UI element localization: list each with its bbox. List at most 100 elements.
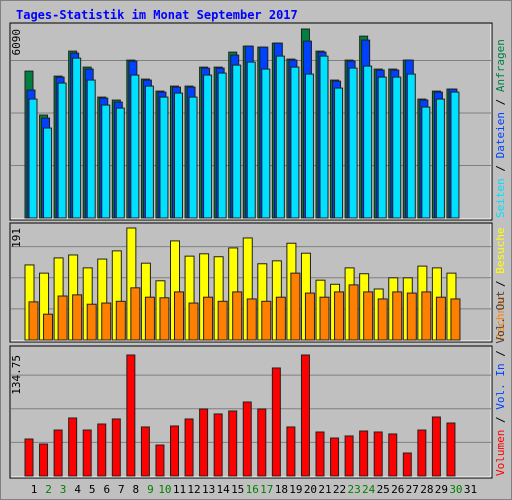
- legend-entry: Anfragen: [494, 39, 507, 92]
- bar: [275, 55, 285, 219]
- bar: [217, 72, 227, 219]
- y-tick-label: 6090: [10, 29, 23, 56]
- x-tick-label: 12: [187, 483, 200, 496]
- bar: [290, 272, 301, 341]
- x-tick-label: 21: [318, 483, 331, 496]
- x-tick-label: 14: [217, 483, 231, 496]
- bar: [130, 74, 140, 219]
- bar: [203, 296, 214, 341]
- x-tick-label: 30: [449, 483, 462, 496]
- bar: [170, 425, 179, 477]
- legend-separator: /: [494, 344, 507, 364]
- bar: [126, 354, 136, 477]
- bar: [348, 67, 358, 219]
- bar: [363, 291, 374, 341]
- bar: [406, 292, 417, 341]
- bar: [115, 107, 125, 219]
- x-tick-label: 25: [377, 483, 390, 496]
- bar: [275, 296, 286, 341]
- bar: [435, 296, 446, 341]
- bar: [174, 291, 184, 341]
- bar: [334, 291, 345, 341]
- x-tick-label: 28: [420, 483, 433, 496]
- bar: [402, 452, 412, 477]
- legend-entry: Vol. Out: [494, 291, 507, 344]
- x-tick-label: 10: [158, 483, 171, 496]
- bar: [86, 303, 97, 341]
- bar: [450, 298, 461, 341]
- y-tick-label: 134.75: [10, 355, 23, 395]
- bar: [140, 426, 150, 477]
- bar: [28, 301, 39, 341]
- bar: [246, 298, 257, 341]
- bar: [319, 55, 329, 219]
- x-tick-label: 8: [133, 483, 140, 496]
- x-tick-label: 2: [45, 483, 52, 496]
- bar: [86, 79, 96, 219]
- bar: [199, 408, 209, 477]
- bar: [315, 431, 325, 477]
- legend-entry: Dateien: [494, 112, 507, 158]
- chart-title: Tages-Statistik im Monat September 2017: [16, 8, 298, 22]
- legend-entry: Rechner: [494, 293, 507, 340]
- x-tick-label: 29: [435, 483, 448, 496]
- y-tick-label: 191: [10, 228, 23, 248]
- bar: [72, 294, 83, 341]
- bar: [334, 87, 344, 219]
- bar: [232, 291, 243, 341]
- bar: [242, 401, 252, 477]
- x-tick-label: 1: [31, 483, 38, 496]
- legend-entry: Besuche: [494, 227, 507, 273]
- bar: [304, 292, 315, 341]
- bar: [188, 96, 198, 219]
- bar: [72, 57, 82, 219]
- bar: [130, 287, 141, 341]
- bar: [406, 73, 416, 219]
- x-tick-label: 23: [347, 483, 360, 496]
- bar: [450, 91, 460, 219]
- bar: [373, 431, 383, 477]
- x-tick-label: 16: [246, 483, 259, 496]
- legend: Rechner / Besuche: [494, 227, 507, 340]
- bar: [97, 423, 107, 477]
- bar: [286, 426, 296, 477]
- legend-entry: Seiten: [494, 178, 507, 218]
- bar: [348, 284, 359, 341]
- bar: [188, 302, 199, 341]
- bar: [377, 298, 388, 341]
- bar: [213, 413, 223, 477]
- bar: [159, 96, 169, 219]
- bar: [446, 422, 456, 477]
- bar: [43, 127, 53, 219]
- x-tick-label: 19: [289, 483, 302, 496]
- bar: [115, 300, 126, 341]
- bar: [184, 418, 194, 477]
- bar: [304, 73, 314, 219]
- legend-entry: Vol. In: [494, 363, 507, 409]
- bar: [359, 430, 369, 477]
- x-tick-label: 15: [231, 483, 244, 496]
- bar: [344, 435, 354, 477]
- x-tick-label: 27: [406, 483, 419, 496]
- bar: [300, 354, 310, 477]
- x-tick-label: 11: [173, 483, 186, 496]
- bar: [363, 65, 373, 219]
- bar: [159, 297, 170, 341]
- x-tick-label: 18: [275, 483, 288, 496]
- bar: [203, 74, 213, 219]
- x-tick-label: 6: [103, 483, 110, 496]
- bar: [155, 444, 165, 477]
- legend-separator: /: [494, 410, 507, 430]
- bar: [43, 313, 54, 341]
- bar: [57, 295, 68, 341]
- bar: [435, 98, 445, 219]
- bar: [144, 85, 154, 219]
- legend: Seiten / Dateien / Anfragen: [494, 39, 507, 218]
- bar: [228, 410, 238, 477]
- bar: [392, 291, 403, 341]
- bar: [246, 61, 256, 219]
- x-tick-label: 4: [74, 483, 81, 496]
- x-tick-label: 24: [362, 483, 376, 496]
- bar: [28, 98, 38, 219]
- x-tick-label: 22: [333, 483, 346, 496]
